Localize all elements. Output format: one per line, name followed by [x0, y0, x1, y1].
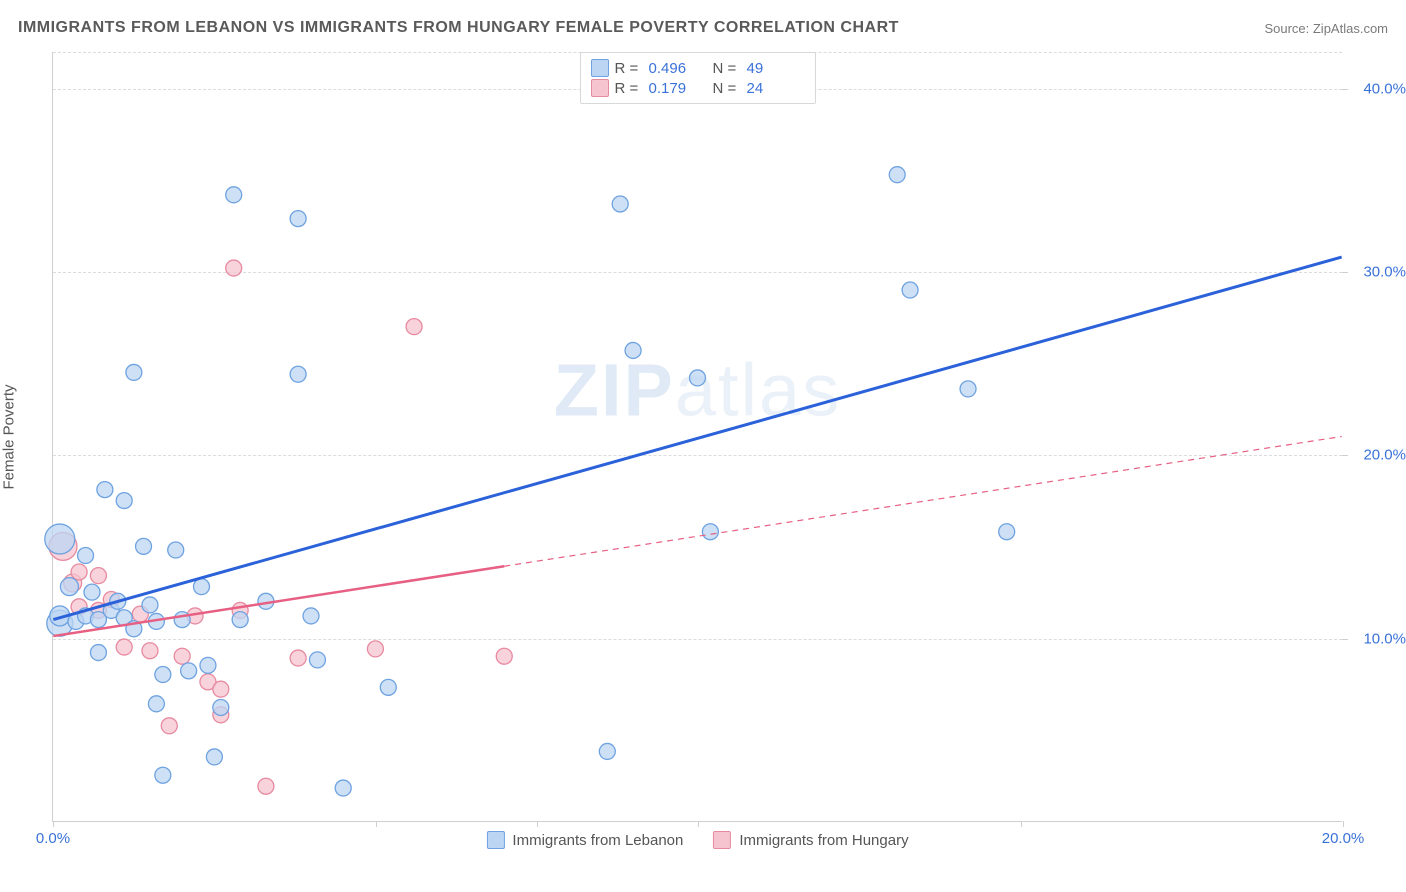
x-tick-mark — [1343, 821, 1344, 827]
scatter-point-lebanon — [206, 749, 222, 765]
chart-title: IMMIGRANTS FROM LEBANON VS IMMIGRANTS FR… — [18, 19, 899, 37]
legend-row: R = 0.496 N = 49 — [591, 59, 805, 77]
scatter-point-lebanon — [148, 696, 164, 712]
scatter-point-lebanon — [200, 657, 216, 673]
scatter-point-lebanon — [335, 780, 351, 796]
legend-row: R = 0.179 N = 24 — [591, 79, 805, 97]
scatter-point-hungary — [161, 718, 177, 734]
scatter-point-hungary — [71, 564, 87, 580]
scatter-point-lebanon — [126, 364, 142, 380]
correlation-legend: R = 0.496 N = 49 R = 0.179 N = 24 — [580, 52, 816, 104]
x-tick-mark — [1021, 821, 1022, 827]
scatter-point-hungary — [367, 641, 383, 657]
y-tick-label: 40.0% — [1363, 80, 1406, 97]
y-tick-label: 10.0% — [1363, 630, 1406, 647]
legend-item: Immigrants from Lebanon — [486, 831, 683, 849]
r-label: R = — [615, 80, 643, 97]
n-label: N = — [713, 60, 741, 77]
scatter-point-hungary — [142, 643, 158, 659]
scatter-point-lebanon — [625, 342, 641, 358]
scatter-point-lebanon — [90, 645, 106, 661]
scatter-point-lebanon — [309, 652, 325, 668]
r-value: 0.496 — [649, 60, 707, 77]
scatter-point-lebanon — [232, 612, 248, 628]
scatter-point-lebanon — [213, 699, 229, 715]
r-label: R = — [615, 60, 643, 77]
scatter-point-hungary — [406, 319, 422, 335]
scatter-point-lebanon — [902, 282, 918, 298]
chart-plot-area: Female Poverty ZIPatlas R =0.496N =49R =… — [52, 52, 1342, 822]
legend-swatch — [486, 831, 504, 849]
y-axis-label: Female Poverty — [1, 384, 18, 489]
scatter-point-lebanon — [136, 538, 152, 554]
x-tick-mark — [698, 821, 699, 827]
y-tick-label: 20.0% — [1363, 447, 1406, 464]
legend-swatch — [591, 59, 609, 77]
scatter-point-lebanon — [290, 366, 306, 382]
n-label: N = — [713, 80, 741, 97]
scatter-point-lebanon — [999, 524, 1015, 540]
legend-label: Immigrants from Lebanon — [512, 832, 683, 849]
y-tick-mark — [1342, 89, 1348, 90]
r-value: 0.179 — [649, 80, 707, 97]
x-tick-label: 20.0% — [1322, 830, 1365, 847]
scatter-point-lebanon — [155, 667, 171, 683]
scatter-svg — [53, 52, 1342, 821]
n-value: 49 — [747, 60, 805, 77]
y-tick-mark — [1342, 272, 1348, 273]
x-tick-mark — [53, 821, 54, 827]
x-tick-label: 0.0% — [36, 830, 70, 847]
scatter-point-lebanon — [84, 584, 100, 600]
legend-item: Immigrants from Hungary — [713, 831, 908, 849]
scatter-point-lebanon — [97, 482, 113, 498]
scatter-point-hungary — [290, 650, 306, 666]
legend-swatch — [591, 79, 609, 97]
scatter-point-lebanon — [960, 381, 976, 397]
legend-label: Immigrants from Hungary — [739, 832, 908, 849]
scatter-point-lebanon — [380, 679, 396, 695]
scatter-point-hungary — [226, 260, 242, 276]
scatter-point-lebanon — [78, 548, 94, 564]
scatter-point-hungary — [174, 648, 190, 664]
x-tick-mark — [537, 821, 538, 827]
scatter-point-hungary — [213, 681, 229, 697]
scatter-point-lebanon — [194, 579, 210, 595]
scatter-point-lebanon — [60, 578, 78, 596]
scatter-point-lebanon — [168, 542, 184, 558]
y-tick-mark — [1342, 639, 1348, 640]
scatter-point-lebanon — [690, 370, 706, 386]
scatter-point-lebanon — [45, 524, 75, 554]
scatter-point-lebanon — [116, 493, 132, 509]
scatter-point-lebanon — [142, 597, 158, 613]
scatter-point-lebanon — [290, 211, 306, 227]
legend-swatch — [713, 831, 731, 849]
scatter-point-lebanon — [226, 187, 242, 203]
x-tick-mark — [376, 821, 377, 827]
scatter-point-lebanon — [889, 167, 905, 183]
scatter-point-hungary — [258, 778, 274, 794]
scatter-point-hungary — [496, 648, 512, 664]
trend-line-lebanon — [53, 257, 1341, 620]
source-label: Source: ZipAtlas.com — [1264, 21, 1388, 36]
y-tick-mark — [1342, 455, 1348, 456]
scatter-point-lebanon — [702, 524, 718, 540]
series-legend: Immigrants from Lebanon Immigrants from H… — [486, 831, 908, 849]
scatter-point-lebanon — [155, 767, 171, 783]
scatter-point-lebanon — [181, 663, 197, 679]
scatter-point-hungary — [90, 568, 106, 584]
n-value: 24 — [747, 80, 805, 97]
scatter-point-lebanon — [599, 743, 615, 759]
y-tick-label: 30.0% — [1363, 264, 1406, 281]
scatter-point-lebanon — [303, 608, 319, 624]
scatter-point-lebanon — [612, 196, 628, 212]
scatter-point-hungary — [116, 639, 132, 655]
